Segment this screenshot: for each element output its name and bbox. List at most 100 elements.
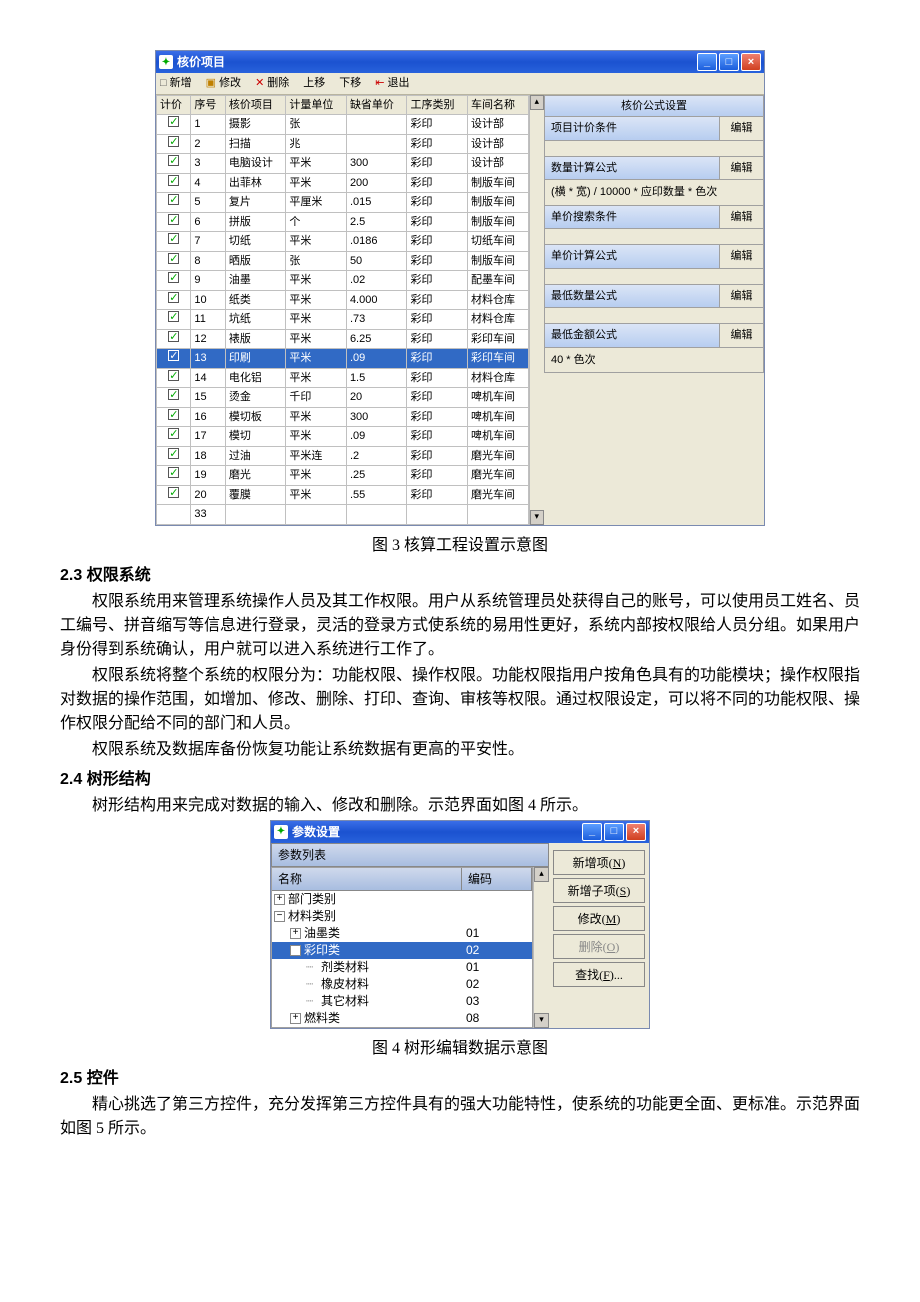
fig3-grid[interactable]: 计价序号核价项目计量单位缺省单价工序类别车间名称1摄影张彩印设计部2扫描兆彩印设… <box>156 95 529 525</box>
action-button[interactable]: 查找(F)... <box>553 962 645 987</box>
tree-item[interactable]: +油墨类01 <box>272 925 532 942</box>
action-button[interactable]: 新增子项(S) <box>553 878 645 903</box>
minimize-icon[interactable]: _ <box>582 823 602 841</box>
table-row[interactable]: 10纸类平米4.000彩印材料仓库 <box>157 290 529 310</box>
tree-label: 彩印类 <box>304 942 340 959</box>
panel-label: 项目计价条件 <box>545 117 719 140</box>
table-row[interactable]: 17模切平米.09彩印啤机车间 <box>157 427 529 447</box>
new-button[interactable]: □新增 <box>160 75 192 92</box>
check-icon[interactable] <box>168 253 179 264</box>
sec23-p2: 权限系统将整个系统的权限分为：功能权限、操作权限。功能权限指用户按角色具有的功能… <box>60 664 860 736</box>
table-row[interactable]: 3电脑设计平米300彩印设计部 <box>157 154 529 174</box>
check-icon[interactable] <box>168 487 179 498</box>
col-header: 缺省单价 <box>346 95 407 115</box>
expand-icon[interactable]: + <box>290 1013 301 1024</box>
expand-icon[interactable]: + <box>290 928 301 939</box>
table-row[interactable]: 1摄影张彩印设计部 <box>157 115 529 135</box>
col-name: 名称 <box>272 868 462 890</box>
panel-section: 单价搜索条件编辑 <box>544 206 764 230</box>
fig3-toolbar: □新增 ▣修改 ✕删除 上移 下移 ⇤退出 <box>156 73 764 95</box>
check-icon[interactable] <box>168 389 179 400</box>
tree-item[interactable]: ┈其它材料03 <box>272 993 532 1010</box>
delete-button[interactable]: ✕删除 <box>255 75 289 92</box>
check-icon[interactable] <box>168 311 179 322</box>
check-icon[interactable] <box>168 331 179 342</box>
check-icon[interactable] <box>168 428 179 439</box>
panel-value <box>544 308 764 324</box>
table-row[interactable]: 13印刷平米.09彩印彩印车间 <box>157 349 529 369</box>
check-icon[interactable] <box>168 175 179 186</box>
moveup-button[interactable]: 上移 <box>303 75 325 92</box>
table-row[interactable]: 15烫金千印20彩印啤机车间 <box>157 388 529 408</box>
check-icon[interactable] <box>168 116 179 127</box>
fig4-tree[interactable]: 名称 编码 +部门类别−材料类别+油墨类01−彩印类02┈剂类材料01┈橡皮材料… <box>271 867 533 1028</box>
exit-button[interactable]: ⇤退出 <box>375 75 409 92</box>
edit-button[interactable]: 编辑 <box>719 157 763 180</box>
edit-button[interactable]: 编辑 <box>719 324 763 347</box>
check-icon[interactable] <box>168 155 179 166</box>
tree-item[interactable]: +燃料类08 <box>272 1010 532 1027</box>
expand-icon[interactable]: + <box>274 894 285 905</box>
table-row[interactable]: 11坑纸平米.73彩印材料仓库 <box>157 310 529 330</box>
edit-button[interactable]: ▣修改 <box>206 75 241 92</box>
table-row[interactable]: 8晒版张50彩印制版车间 <box>157 251 529 271</box>
close-icon[interactable]: × <box>741 53 761 71</box>
tree-item[interactable]: +部门类别 <box>272 891 532 908</box>
check-icon[interactable] <box>168 448 179 459</box>
tree-item[interactable]: −材料类别 <box>272 908 532 925</box>
check-icon[interactable] <box>168 350 179 361</box>
sec24-p1: 树形结构用来完成对数据的输入、修改和删除。示范界面如图 4 所示。 <box>60 794 860 818</box>
table-row[interactable]: 20覆膜平米.55彩印磨光车间 <box>157 485 529 505</box>
table-row[interactable]: 18过油平米连.2彩印磨光车间 <box>157 446 529 466</box>
check-icon[interactable] <box>168 214 179 225</box>
check-icon[interactable] <box>168 194 179 205</box>
panel-value <box>544 141 764 157</box>
table-row[interactable]: 12裱版平米6.25彩印彩印车间 <box>157 329 529 349</box>
edit-button[interactable]: 编辑 <box>719 245 763 268</box>
panel-label: 单价计算公式 <box>545 245 719 268</box>
maximize-icon[interactable]: □ <box>719 53 739 71</box>
check-icon[interactable] <box>168 467 179 478</box>
panel-title: 核价公式设置 <box>544 95 764 118</box>
action-button[interactable]: 新增项(N) <box>553 850 645 875</box>
table-row[interactable]: 4出菲林平米200彩印制版车间 <box>157 173 529 193</box>
table-row[interactable]: 14电化铝平米1.5彩印材料仓库 <box>157 368 529 388</box>
table-row[interactable]: 19磨光平米.25彩印磨光车间 <box>157 466 529 486</box>
edit-button[interactable]: 编辑 <box>719 117 763 140</box>
tree-item[interactable]: ┈橡皮材料02 <box>272 976 532 993</box>
table-row[interactable]: 7切纸平米.0186彩印切纸车间 <box>157 232 529 252</box>
tree-item[interactable]: −彩印类02 <box>272 942 532 959</box>
check-icon[interactable] <box>168 409 179 420</box>
scrollbar[interactable]: ▴▾ <box>529 95 544 525</box>
panel-section: 数量计算公式编辑 <box>544 157 764 181</box>
check-icon[interactable] <box>168 292 179 303</box>
table-row[interactable]: 2扫描兆彩印设计部 <box>157 134 529 154</box>
edit-button[interactable]: 编辑 <box>719 206 763 229</box>
expand-icon[interactable]: − <box>290 945 301 956</box>
check-icon[interactable] <box>168 370 179 381</box>
table-row[interactable]: 5复片平厘米.015彩印制版车间 <box>157 193 529 213</box>
table-row[interactable]: 9油墨平米.02彩印配墨车间 <box>157 271 529 291</box>
table-row[interactable]: 6拼版个2.5彩印制版车间 <box>157 212 529 232</box>
tree-item[interactable]: ┈剂类材料01 <box>272 959 532 976</box>
panel-section: 项目计价条件编辑 <box>544 117 764 141</box>
movedown-button[interactable]: 下移 <box>339 75 361 92</box>
minimize-icon[interactable]: _ <box>697 53 717 71</box>
col-header: 核价项目 <box>225 95 286 115</box>
close-icon[interactable]: × <box>626 823 646 841</box>
panel-label: 最低数量公式 <box>545 285 719 308</box>
expand-icon[interactable]: − <box>274 911 285 922</box>
col-header: 序号 <box>191 95 225 115</box>
maximize-icon[interactable]: □ <box>604 823 624 841</box>
fig4-caption: 图 4 树形编辑数据示意图 <box>60 1037 860 1061</box>
edit-button[interactable]: 编辑 <box>719 285 763 308</box>
scrollbar[interactable]: ▴▾ <box>533 867 549 1028</box>
check-icon[interactable] <box>168 272 179 283</box>
table-row[interactable]: 16模切板平米300彩印啤机车间 <box>157 407 529 427</box>
action-button[interactable]: 修改(M) <box>553 906 645 931</box>
app-icon: ✦ <box>274 825 288 839</box>
panel-value: 40 * 色次 <box>544 348 764 374</box>
check-icon[interactable] <box>168 233 179 244</box>
check-icon[interactable] <box>168 136 179 147</box>
tree-label: 其它材料 <box>321 993 369 1010</box>
